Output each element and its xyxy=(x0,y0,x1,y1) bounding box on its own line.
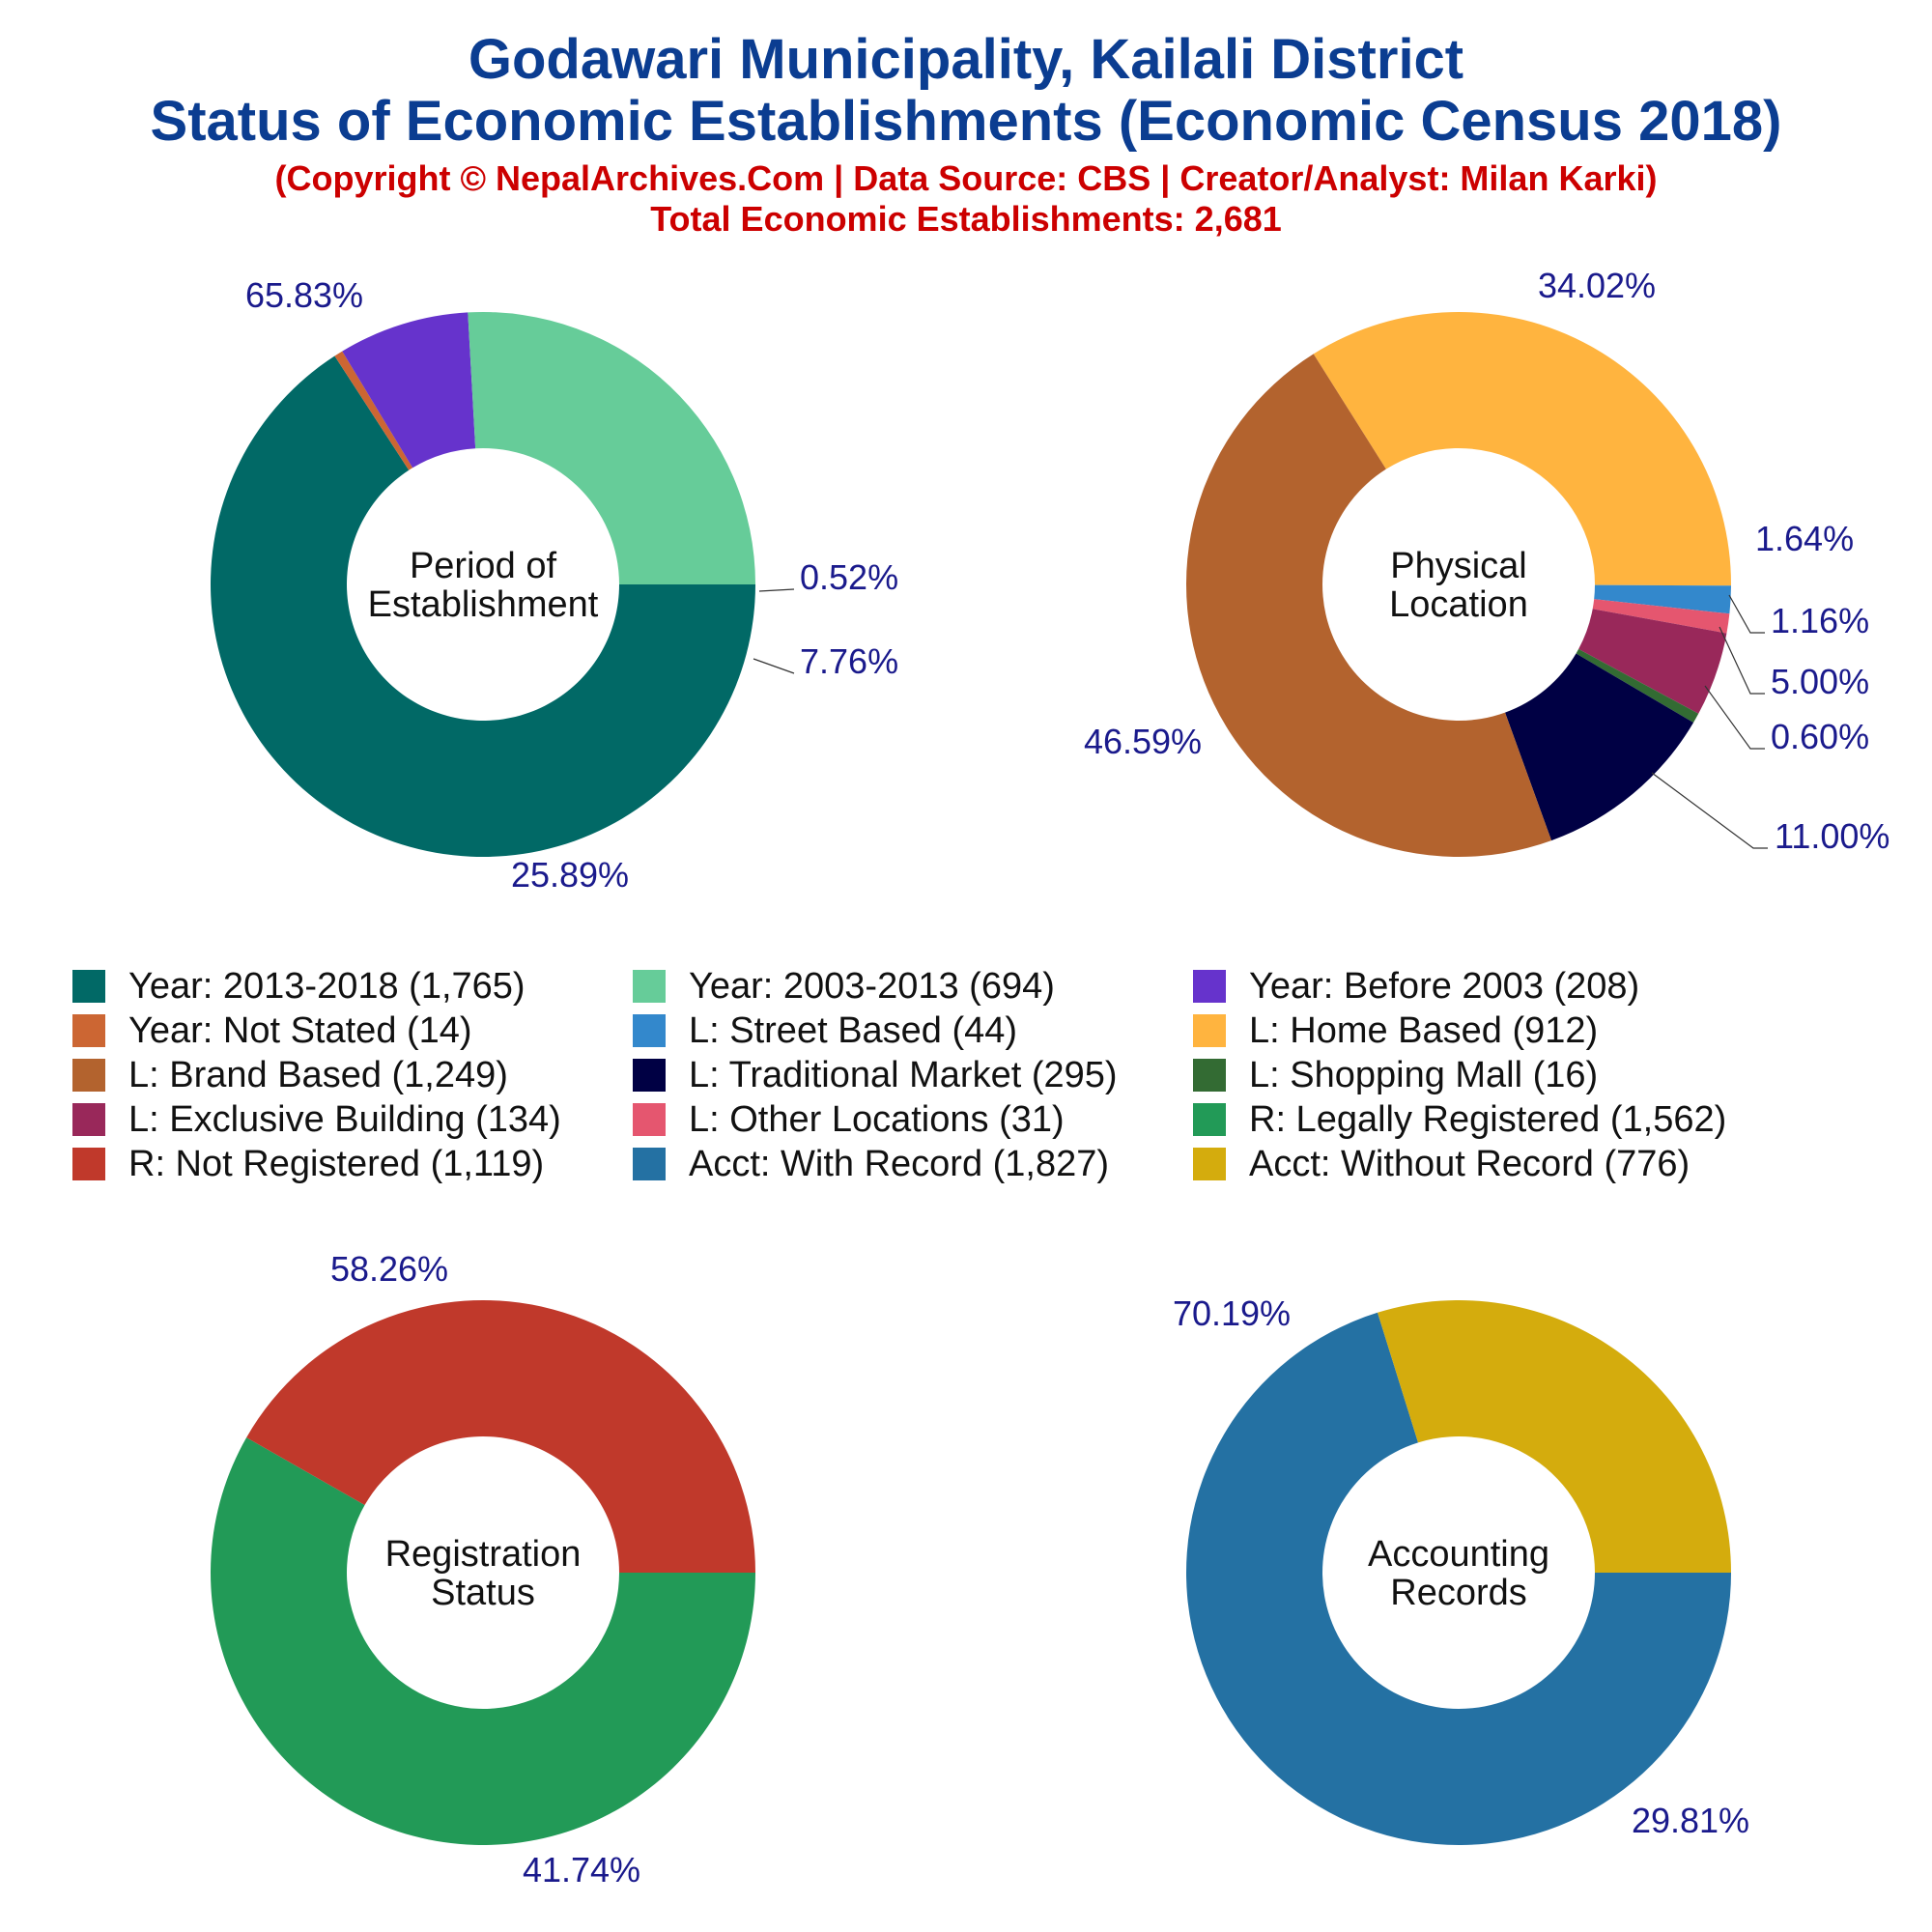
donut-slice xyxy=(1505,653,1694,841)
legend-swatch xyxy=(72,1148,105,1180)
donut-slice xyxy=(1578,609,1727,714)
donut-slice xyxy=(1594,584,1731,614)
legend-label: L: Other Locations (31) xyxy=(689,1098,1065,1140)
slice-percent-label: 58.26% xyxy=(330,1249,448,1289)
donut-chart-2: 34.02% 1.64% 1.16% 5.00% 0.60% 11.00% 46.59% Ph… xyxy=(1084,266,1889,857)
legend-swatch xyxy=(633,1014,666,1047)
legend-label: Acct: Without Record (776) xyxy=(1249,1143,1690,1184)
legend-label: R: Legally Registered (1,562) xyxy=(1249,1098,1727,1140)
slice-percent-label: 1.64% xyxy=(1755,519,1854,558)
legend-item: Year: Not Stated (14) xyxy=(72,1009,472,1053)
label-leader-line xyxy=(1719,626,1765,695)
legend-swatch xyxy=(633,1148,666,1180)
legend-item: R: Legally Registered (1,562) xyxy=(1193,1097,1726,1142)
label-leader-line xyxy=(1704,685,1765,750)
label-leader-line xyxy=(1728,594,1765,634)
legend-swatch xyxy=(72,1059,105,1092)
legend-label: Year: Not Stated (14) xyxy=(128,1009,472,1051)
legend-item: L: Shopping Mall (16) xyxy=(1193,1053,1598,1097)
donut-slice xyxy=(1592,599,1730,634)
legend-swatch xyxy=(72,1103,105,1136)
donut-slice xyxy=(1576,648,1699,724)
slice-percent-label: 0.60% xyxy=(1771,717,1869,756)
legend-label: Year: 2003-2013 (694) xyxy=(689,965,1055,1007)
chart-subtitle: (Copyright © NepalArchives.Com | Data So… xyxy=(274,158,1658,198)
legend-label: Year: 2013-2018 (1,765) xyxy=(128,965,526,1007)
legend-label: L: Home Based (912) xyxy=(1249,1009,1599,1051)
legend-item: L: Brand Based (1,249) xyxy=(72,1053,508,1097)
slice-percent-label: 34.02% xyxy=(1538,266,1656,305)
slice-percent-label: 5.00% xyxy=(1771,662,1869,701)
legend-item: Year: 2013-2018 (1,765) xyxy=(72,964,526,1009)
legend-item: L: Other Locations (31) xyxy=(633,1097,1065,1142)
legend-swatch xyxy=(1193,1014,1226,1047)
slice-percent-label: 46.59% xyxy=(1084,722,1202,761)
label-leader-line xyxy=(758,588,795,592)
legend-swatch xyxy=(1193,970,1226,1003)
slice-percent-label: 7.76% xyxy=(800,641,898,681)
slice-percent-label: 1.16% xyxy=(1771,601,1869,640)
legend-item: L: Home Based (912) xyxy=(1193,1009,1598,1053)
legend-swatch xyxy=(1193,1148,1226,1180)
slice-percent-label: 25.89% xyxy=(511,855,629,895)
total-establishments: Total Economic Establishments: 2,681 xyxy=(650,199,1282,239)
legend-item: Year: Before 2003 (208) xyxy=(1193,964,1639,1009)
donut-slice xyxy=(1186,354,1552,857)
chart-title-line1: Godawari Municipality, Kailali District xyxy=(468,28,1464,91)
legend-swatch xyxy=(72,1014,105,1047)
donut-center-label: Accounting xyxy=(1368,1534,1549,1575)
donut-center-label: Location xyxy=(1389,584,1528,625)
donut-center-label: Records xyxy=(1390,1573,1527,1613)
donut-slice xyxy=(1378,1300,1731,1573)
legend-label: L: Street Based (44) xyxy=(689,1009,1018,1051)
donut-slice xyxy=(210,355,756,857)
legend-label: L: Exclusive Building (134) xyxy=(128,1098,561,1140)
donut-slice xyxy=(468,312,755,584)
legend-label: L: Traditional Market (295) xyxy=(689,1054,1118,1095)
legend-swatch xyxy=(633,1059,666,1092)
legend-label: Acct: With Record (1,827) xyxy=(689,1143,1110,1184)
donut-center-label: Registration xyxy=(385,1534,582,1575)
donut-center-label: Physical xyxy=(1390,546,1527,586)
chart-title-line2: Status of Economic Establishments (Econo… xyxy=(150,90,1782,153)
donut-slice xyxy=(342,312,476,469)
donut-center-label: Establishment xyxy=(368,584,599,625)
legend-swatch xyxy=(1193,1103,1226,1136)
legend-item: L: Traditional Market (295) xyxy=(633,1053,1118,1097)
slice-percent-label: 41.74% xyxy=(523,1850,640,1889)
legend-swatch xyxy=(633,970,666,1003)
legend-swatch xyxy=(72,970,105,1003)
legend-item: Acct: Without Record (776) xyxy=(1193,1142,1690,1186)
slice-percent-label: 0.52% xyxy=(800,557,898,597)
label-leader-line xyxy=(753,658,795,674)
legend-label: Year: Before 2003 (208) xyxy=(1249,965,1640,1007)
legend-swatch xyxy=(1193,1059,1226,1092)
donut-slice xyxy=(1313,311,1731,586)
legend-swatch xyxy=(633,1103,666,1136)
legend-item: L: Street Based (44) xyxy=(633,1009,1017,1053)
donut-center-label: Period of xyxy=(410,546,557,586)
legend-label: R: Not Registered (1,119) xyxy=(128,1143,545,1184)
donut-slice xyxy=(246,1300,755,1573)
donut-chart-1: 65.83% 0.52% 7.76% 25.89% Period ofEstablish… xyxy=(210,275,898,895)
slice-percent-label: 29.81% xyxy=(1632,1801,1749,1840)
donut-slice xyxy=(334,351,413,470)
legend-item: Acct: With Record (1,827) xyxy=(633,1142,1109,1186)
legend-item: Year: 2003-2013 (694) xyxy=(633,964,1055,1009)
donut-center-label: Status xyxy=(431,1573,535,1613)
legend-item: R: Not Registered (1,119) xyxy=(72,1142,544,1186)
slice-percent-label: 70.19% xyxy=(1173,1293,1291,1333)
legend-label: L: Brand Based (1,249) xyxy=(128,1054,508,1095)
slice-percent-label: 65.83% xyxy=(245,275,363,315)
donut-slice xyxy=(210,1437,755,1845)
legend-item: L: Exclusive Building (134) xyxy=(72,1097,561,1142)
slice-percent-label: 11.00% xyxy=(1775,816,1889,856)
legend-label: L: Shopping Mall (16) xyxy=(1249,1054,1599,1095)
donut-slice xyxy=(1186,1312,1731,1845)
label-leader-line xyxy=(1651,772,1768,849)
